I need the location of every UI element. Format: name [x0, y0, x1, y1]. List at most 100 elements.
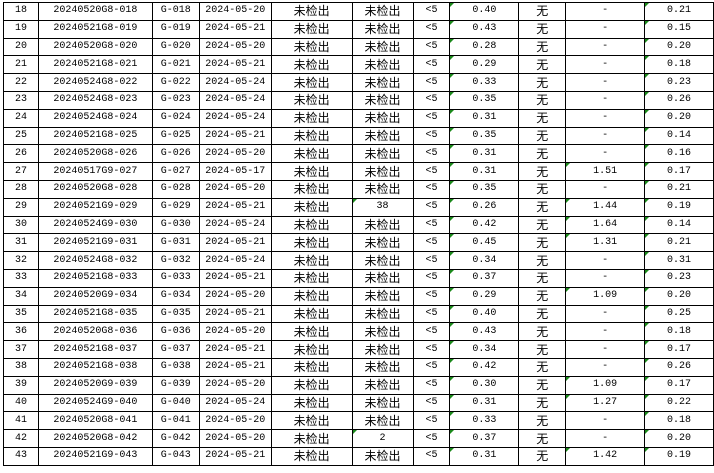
cell-result-b[interactable]: 38: [351, 197, 414, 217]
cell-row-number[interactable]: 30: [3, 215, 39, 235]
cell-result-d[interactable]: 无: [518, 126, 567, 146]
cell-result-b[interactable]: 未检出: [351, 19, 414, 39]
cell-row-number[interactable]: 40: [3, 393, 39, 413]
cell-value-a[interactable]: 0.35: [449, 179, 520, 199]
cell-sample-code[interactable]: G-036: [151, 322, 200, 342]
cell-value-a[interactable]: 0.43: [449, 19, 520, 39]
cell-date[interactable]: 2024-05-24: [198, 73, 272, 92]
cell-result-c[interactable]: <5: [412, 55, 451, 75]
cell-date[interactable]: 2024-05-21: [198, 446, 272, 466]
cell-value-c[interactable]: 0.26: [644, 90, 714, 110]
cell-result-a[interactable]: 未检出: [270, 179, 353, 199]
cell-result-d[interactable]: 无: [518, 19, 567, 39]
cell-value-c[interactable]: 0.17: [644, 340, 714, 359]
cell-value-a[interactable]: 0.42: [449, 357, 520, 377]
cell-value-b[interactable]: -: [565, 108, 646, 128]
cell-row-number[interactable]: 37: [3, 340, 39, 359]
cell-result-b[interactable]: 未检出: [351, 55, 414, 75]
cell-result-b[interactable]: 未检出: [351, 322, 414, 342]
cell-value-a[interactable]: 0.31: [449, 144, 520, 164]
cell-value-b[interactable]: -: [565, 411, 646, 431]
cell-result-c[interactable]: <5: [412, 429, 451, 448]
cell-value-a[interactable]: 0.43: [449, 322, 520, 342]
cell-result-d[interactable]: 无: [518, 286, 567, 306]
cell-result-c[interactable]: <5: [412, 2, 451, 21]
cell-value-c[interactable]: 0.18: [644, 55, 714, 75]
cell-result-d[interactable]: 无: [518, 90, 567, 110]
cell-result-a[interactable]: 未检出: [270, 2, 353, 21]
cell-result-d[interactable]: 无: [518, 446, 567, 466]
cell-sample-id[interactable]: 20240521G8-033: [37, 268, 153, 288]
cell-result-c[interactable]: <5: [412, 251, 451, 270]
cell-sample-code[interactable]: G-043: [151, 446, 200, 466]
cell-result-d[interactable]: 无: [518, 251, 567, 270]
cell-value-b[interactable]: -: [565, 37, 646, 57]
cell-result-a[interactable]: 未检出: [270, 286, 353, 306]
cell-result-c[interactable]: <5: [412, 446, 451, 466]
cell-date[interactable]: 2024-05-20: [198, 411, 272, 431]
cell-sample-id[interactable]: 20240524G9-030: [37, 215, 153, 235]
cell-result-c[interactable]: <5: [412, 322, 451, 342]
cell-result-a[interactable]: 未检出: [270, 446, 353, 466]
cell-value-b[interactable]: 1.09: [565, 286, 646, 306]
cell-result-a[interactable]: 未检出: [270, 304, 353, 324]
cell-result-b[interactable]: 未检出: [351, 215, 414, 235]
cell-sample-code[interactable]: G-032: [151, 251, 200, 270]
cell-sample-code[interactable]: G-039: [151, 375, 200, 395]
cell-sample-id[interactable]: 20240521G8-035: [37, 304, 153, 324]
cell-sample-id[interactable]: 20240521G8-038: [37, 357, 153, 377]
cell-date[interactable]: 2024-05-21: [198, 340, 272, 359]
cell-result-d[interactable]: 无: [518, 393, 567, 413]
cell-result-a[interactable]: 未检出: [270, 55, 353, 75]
cell-result-b[interactable]: 未检出: [351, 446, 414, 466]
cell-result-b[interactable]: 未检出: [351, 340, 414, 359]
cell-result-b[interactable]: 未检出: [351, 375, 414, 395]
cell-sample-code[interactable]: G-034: [151, 286, 200, 306]
cell-result-c[interactable]: <5: [412, 268, 451, 288]
cell-value-a[interactable]: 0.35: [449, 90, 520, 110]
cell-sample-id[interactable]: 20240521G8-037: [37, 340, 153, 359]
cell-result-a[interactable]: 未检出: [270, 90, 353, 110]
cell-row-number[interactable]: 21: [3, 55, 39, 75]
cell-result-b[interactable]: 未检出: [351, 268, 414, 288]
cell-value-c[interactable]: 0.20: [644, 37, 714, 57]
cell-value-b[interactable]: -: [565, 340, 646, 359]
cell-value-b[interactable]: 1.27: [565, 393, 646, 413]
cell-value-b[interactable]: -: [565, 73, 646, 92]
cell-result-b[interactable]: 未检出: [351, 73, 414, 92]
cell-sample-code[interactable]: G-035: [151, 304, 200, 324]
cell-result-d[interactable]: 无: [518, 357, 567, 377]
cell-sample-id[interactable]: 20240520G9-039: [37, 375, 153, 395]
cell-row-number[interactable]: 20: [3, 37, 39, 57]
cell-result-b[interactable]: 未检出: [351, 126, 414, 146]
cell-date[interactable]: 2024-05-20: [198, 375, 272, 395]
cell-value-c[interactable]: 0.23: [644, 73, 714, 92]
cell-value-a[interactable]: 0.33: [449, 73, 520, 92]
cell-row-number[interactable]: 38: [3, 357, 39, 377]
cell-sample-id[interactable]: 20240517G9-027: [37, 162, 153, 181]
cell-value-a[interactable]: 0.35: [449, 126, 520, 146]
cell-result-a[interactable]: 未检出: [270, 357, 353, 377]
cell-result-c[interactable]: <5: [412, 162, 451, 181]
cell-result-a[interactable]: 未检出: [270, 411, 353, 431]
cell-result-b[interactable]: 未检出: [351, 179, 414, 199]
cell-result-c[interactable]: <5: [412, 126, 451, 146]
cell-value-c[interactable]: 0.19: [644, 197, 714, 217]
cell-value-b[interactable]: -: [565, 126, 646, 146]
cell-value-a[interactable]: 0.31: [449, 162, 520, 181]
cell-value-b[interactable]: -: [565, 429, 646, 448]
cell-value-a[interactable]: 0.30: [449, 375, 520, 395]
cell-result-d[interactable]: 无: [518, 55, 567, 75]
cell-sample-id[interactable]: 20240524G8-024: [37, 108, 153, 128]
cell-row-number[interactable]: 34: [3, 286, 39, 306]
cell-value-c[interactable]: 0.18: [644, 411, 714, 431]
cell-result-d[interactable]: 无: [518, 429, 567, 448]
cell-sample-code[interactable]: G-028: [151, 179, 200, 199]
cell-result-a[interactable]: 未检出: [270, 197, 353, 217]
cell-value-c[interactable]: 0.21: [644, 179, 714, 199]
cell-sample-id[interactable]: 20240520G8-036: [37, 322, 153, 342]
cell-value-a[interactable]: 0.31: [449, 446, 520, 466]
cell-value-a[interactable]: 0.34: [449, 340, 520, 359]
cell-value-b[interactable]: 1.31: [565, 233, 646, 253]
cell-result-b[interactable]: 未检出: [351, 251, 414, 270]
